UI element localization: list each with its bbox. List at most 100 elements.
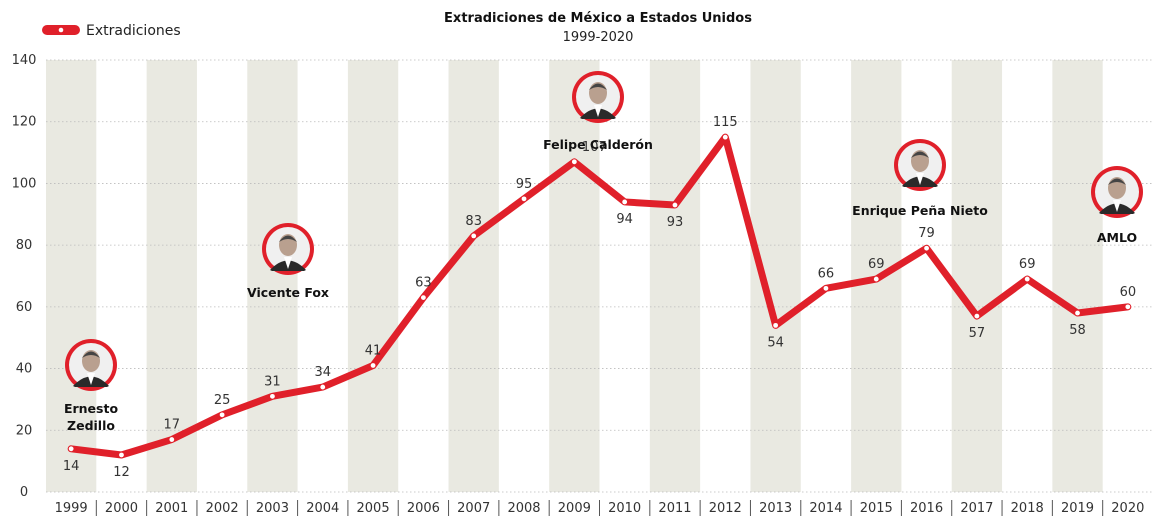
year-band xyxy=(347,60,399,492)
x-tick-label: 2004 xyxy=(306,501,339,516)
data-label: 79 xyxy=(918,226,935,241)
year-bands xyxy=(46,60,1103,492)
data-point xyxy=(471,233,477,239)
x-tick-label: 2013 xyxy=(759,501,792,516)
y-tick-label: 120 xyxy=(12,115,37,130)
data-label: 107 xyxy=(582,140,607,155)
x-tick-label: 2010 xyxy=(608,501,641,516)
x-tick-label: 2016 xyxy=(910,501,943,516)
president-name: Vicente Fox xyxy=(247,285,329,300)
president-name: Enrique Peña Nieto xyxy=(852,203,988,218)
president-name: Zedillo xyxy=(67,418,115,433)
data-point xyxy=(722,134,728,140)
x-tick-label: 2007 xyxy=(457,501,490,516)
data-point xyxy=(873,276,879,282)
data-label: 17 xyxy=(164,418,181,433)
data-label: 60 xyxy=(1120,285,1137,300)
x-tick-label: 2019 xyxy=(1061,501,1094,516)
year-band xyxy=(649,60,701,492)
data-point xyxy=(420,295,426,300)
x-tick-label: 2011 xyxy=(658,501,691,516)
x-tick-label: 2018 xyxy=(1011,501,1044,516)
president-name: Felipe Calderón xyxy=(543,137,653,152)
data-point xyxy=(924,245,929,251)
legend: Extradiciones xyxy=(42,23,181,39)
year-band xyxy=(448,60,499,492)
year-band xyxy=(247,60,298,492)
year-band xyxy=(146,60,197,492)
data-label: 34 xyxy=(314,365,331,380)
data-point xyxy=(119,452,124,458)
data-label: 93 xyxy=(667,215,684,230)
x-tick-label: 2012 xyxy=(709,501,742,516)
data-point xyxy=(1075,310,1080,316)
x-tick-label: 1999 xyxy=(55,501,88,516)
data-point xyxy=(1024,276,1030,282)
x-tick-label: 2000 xyxy=(105,501,138,516)
data-label: 41 xyxy=(365,343,382,358)
president-annotations: Ernesto Zedillo Vicente Fox Felipe Calderón… xyxy=(64,71,1143,433)
data-label: 95 xyxy=(516,177,533,192)
x-tick-label: 2006 xyxy=(407,501,440,516)
president-portrait-icon xyxy=(894,139,946,191)
y-tick-label: 0 xyxy=(20,485,28,500)
data-label: 83 xyxy=(465,214,482,229)
y-axis-ticks: 0 20 40 60 80 100 120 140 xyxy=(12,53,37,500)
data-label: 14 xyxy=(63,459,80,474)
x-tick-label: 2003 xyxy=(256,501,289,516)
data-point xyxy=(219,412,225,418)
data-point xyxy=(68,446,74,452)
data-label: 115 xyxy=(713,115,738,130)
data-point xyxy=(370,363,376,368)
y-tick-label: 40 xyxy=(16,362,33,377)
series-line xyxy=(67,133,1132,459)
president-name: AMLO xyxy=(1097,230,1137,245)
data-label: 31 xyxy=(264,374,281,389)
x-tick-label: 2020 xyxy=(1111,501,1144,516)
data-point xyxy=(521,196,527,202)
year-band xyxy=(750,60,801,492)
x-tick-label: 2008 xyxy=(507,501,540,516)
data-label: 54 xyxy=(767,335,784,350)
year-band xyxy=(951,60,1003,492)
data-label: 66 xyxy=(818,266,835,281)
president-name: Ernesto xyxy=(64,401,118,416)
chart-title: Extradiciones de México a Estados Unidos xyxy=(444,11,752,26)
data-label: 94 xyxy=(616,212,633,227)
president-portrait-icon xyxy=(65,339,117,391)
x-tick-label: 2002 xyxy=(206,501,239,516)
series-extradiciones xyxy=(67,133,1132,459)
y-tick-label: 60 xyxy=(16,300,33,315)
data-label: 63 xyxy=(415,276,432,291)
data-label: 58 xyxy=(1069,323,1086,338)
data-point xyxy=(672,202,678,208)
data-point xyxy=(270,393,275,399)
data-point xyxy=(571,159,577,165)
data-label: 57 xyxy=(969,326,986,341)
x-tick-label: 2015 xyxy=(860,501,893,516)
data-label: 69 xyxy=(868,257,885,272)
data-point xyxy=(823,285,829,291)
y-tick-label: 80 xyxy=(16,238,33,253)
data-point xyxy=(320,384,326,390)
year-band xyxy=(549,60,600,492)
data-labels: 14 12 17 25 31 34 41 63 83 95 107 94 93 115 54 66 69 79 57… xyxy=(63,115,1136,480)
data-point xyxy=(169,437,175,442)
data-label: 69 xyxy=(1019,257,1036,272)
y-tick-label: 140 xyxy=(12,53,37,68)
y-tick-label: 100 xyxy=(12,176,37,191)
x-tick-label: 2014 xyxy=(809,501,842,516)
x-tick-label: 2001 xyxy=(155,501,188,516)
x-tick-label: 2005 xyxy=(357,501,390,516)
data-label: 12 xyxy=(113,465,130,480)
legend-swatch-marker xyxy=(58,27,64,33)
president-portrait-icon xyxy=(572,71,624,123)
year-band xyxy=(1052,60,1103,492)
x-tick-label: 2017 xyxy=(960,501,993,516)
president-portrait-icon xyxy=(1091,166,1143,218)
data-point xyxy=(773,322,779,328)
data-point xyxy=(1125,304,1131,310)
y-tick-label: 20 xyxy=(16,423,33,438)
x-tick-label: 2009 xyxy=(558,501,591,516)
